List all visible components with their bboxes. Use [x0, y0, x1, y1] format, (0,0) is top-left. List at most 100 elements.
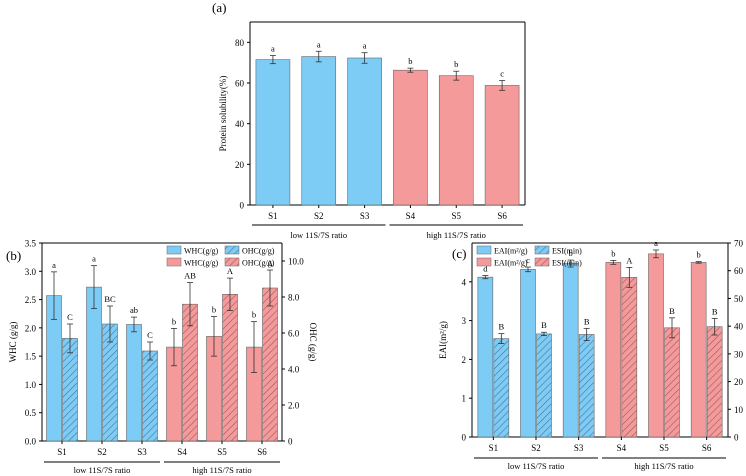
significance-letter: AB — [184, 271, 196, 281]
x-tick-label: S4 — [617, 443, 627, 453]
legend-swatch — [166, 257, 182, 267]
significance-letter: B — [498, 322, 504, 332]
group-label: low 11S/7S ratio — [74, 465, 131, 475]
bar — [393, 69, 428, 206]
y-tick-label: 2 — [462, 355, 467, 365]
y-axis-title: Protein solubility(%) — [218, 76, 228, 152]
group-label: low 11S/7S ratio — [290, 230, 347, 240]
bar — [648, 253, 664, 438]
y-axis-title: EAI(m²/g) — [438, 321, 448, 359]
x-tick-label: S4 — [406, 211, 416, 221]
bar — [690, 262, 707, 438]
legend-swatch — [224, 257, 240, 267]
y2-tick-label: 10 — [734, 405, 744, 415]
bar — [62, 338, 78, 442]
significance-letter: BC — [104, 294, 116, 304]
bar — [347, 57, 382, 206]
chart-panel-b: (b) 0.0 0.5 1.0 1.5 2.0 2.5 3.0 3.5 WHC (g/g) 0 2.0… — [6, 239, 318, 476]
significance-letter: b — [212, 305, 216, 315]
legend-label: WHC(g/g) — [184, 259, 219, 268]
bar — [255, 59, 291, 206]
y-tick-label: 20 — [235, 160, 245, 170]
y2-tick-label: 40 — [734, 322, 744, 332]
group-label: high 11S/7S ratio — [427, 230, 486, 240]
significance-letter: b — [172, 316, 176, 326]
y-tick-label: 40 — [235, 119, 245, 129]
x-tick-label: S2 — [314, 211, 324, 221]
group-label: low 11S/7S ratio — [508, 461, 565, 471]
panel-label: (a) — [212, 0, 226, 15]
significance-letter: ab — [130, 305, 138, 315]
x-tick-label: S2 — [97, 447, 107, 457]
y-axis-title: WHC (g/g) — [8, 322, 18, 363]
x-tick-label: S2 — [531, 443, 541, 453]
significance-letter: d — [483, 264, 488, 274]
y-tick-label: 3 — [462, 316, 467, 326]
y2-tick-label: 0 — [734, 433, 739, 443]
y2-tick-label: 6.0 — [288, 329, 300, 339]
y-tick-label: 3.0 — [25, 267, 37, 277]
y-tick-label: 0.5 — [25, 408, 37, 418]
legend-label: OHC(g/g) — [242, 247, 275, 256]
y2-tick-label: 30 — [734, 349, 744, 359]
bar — [126, 324, 142, 442]
y-tick-label: 1.5 — [25, 352, 37, 362]
significance-letter: a — [271, 44, 275, 54]
significance-letter: b — [408, 56, 412, 66]
significance-letter: c — [500, 69, 504, 79]
x-tick-label: S3 — [360, 211, 370, 221]
legend-swatch — [476, 257, 492, 267]
bar — [578, 334, 595, 438]
y-tick-label: 2.0 — [25, 323, 37, 333]
significance-letter: a — [92, 254, 96, 264]
y2-tick-label: 60 — [734, 266, 744, 276]
y2-tick-label: 2.0 — [288, 401, 300, 411]
x-tick-label: S5 — [451, 211, 461, 221]
chart-panel-c: (c) 0 1 2 3 4 EAI(m²/g) 0 10 20 30 40 50 60 70 ESI(min)… — [438, 238, 744, 471]
significance-letter: a — [52, 260, 56, 270]
bar — [706, 326, 723, 438]
legend-swatch — [534, 257, 550, 267]
bar — [664, 327, 680, 438]
y2-tick-label: 20 — [734, 377, 744, 387]
y-tick-label: 1.0 — [25, 380, 37, 390]
group-label: high 11S/7S ratio — [192, 465, 251, 475]
y2-tick-label: 4.0 — [288, 365, 300, 375]
bar — [484, 85, 520, 206]
y2-tick-label: 70 — [734, 239, 744, 249]
y-tick-label: 80 — [235, 38, 245, 48]
legend-label: WHC(g/g) — [184, 247, 219, 256]
significance-letter: a — [363, 41, 367, 51]
bar — [621, 277, 638, 438]
legend-label: EAI(m²/g) — [494, 259, 528, 268]
x-tick-label: S1 — [489, 443, 499, 453]
bar — [536, 333, 552, 438]
significance-letter: B — [584, 316, 590, 326]
legend-label: ESI(min) — [552, 247, 582, 256]
bar — [493, 338, 510, 438]
significance-letter: B — [712, 306, 718, 316]
legend-swatch — [166, 245, 182, 255]
significance-letter: A — [626, 255, 633, 265]
bar — [222, 293, 238, 442]
y-tick-label: 0 — [240, 201, 245, 211]
y-tick-label: 60 — [235, 79, 245, 89]
bar — [262, 287, 278, 442]
significance-letter: C — [67, 312, 73, 322]
significance-letter: b — [697, 250, 701, 260]
significance-letter: A — [227, 266, 234, 276]
legend-swatch — [534, 245, 550, 255]
significance-letter: c — [526, 255, 530, 265]
x-tick-label: S5 — [659, 443, 669, 453]
y-tick-label: 0 — [462, 433, 467, 443]
chart-panel-a: (a) 0 20 40 60 80 Protein solubility(%) S1 a S2 a S… — [212, 0, 526, 240]
bar — [86, 286, 102, 442]
significance-letter: a — [654, 238, 658, 248]
x-tick-label: S3 — [137, 447, 147, 457]
y-tick-label: 3.5 — [25, 239, 37, 249]
y2-tick-label: 0 — [288, 437, 293, 447]
bar — [605, 262, 622, 438]
legend-label: OHC(g/g) — [242, 259, 275, 268]
significance-letter: B — [669, 306, 675, 316]
